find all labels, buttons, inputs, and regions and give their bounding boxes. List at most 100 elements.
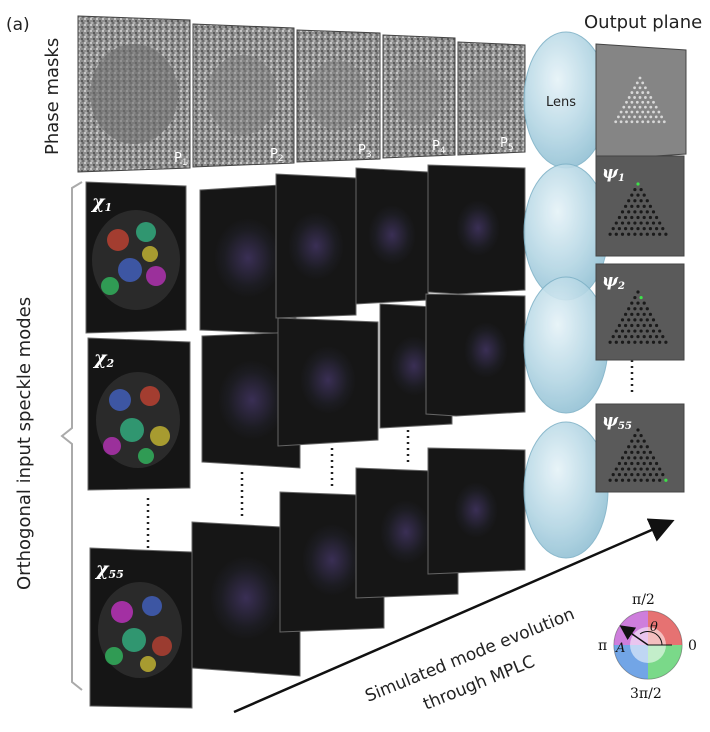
output-spot xyxy=(636,301,640,305)
output-spot xyxy=(664,232,668,236)
output-spot xyxy=(662,120,666,124)
mask-label-p4: P4 xyxy=(432,139,446,156)
output-spot xyxy=(635,81,639,85)
output-spot xyxy=(641,100,645,104)
output-label-55: ψ55 xyxy=(602,411,632,432)
panel-label: (a) xyxy=(6,15,30,35)
output-spot xyxy=(638,86,642,90)
output-spot xyxy=(620,456,625,460)
output-spot xyxy=(658,329,662,333)
output-spot xyxy=(652,120,655,124)
output-plane-1: ψ1 xyxy=(595,155,685,257)
output-spot xyxy=(617,473,622,477)
output-spot xyxy=(630,91,634,94)
output-spot xyxy=(651,221,656,225)
output-spot xyxy=(630,204,634,208)
output-spot xyxy=(649,115,653,119)
output-spot xyxy=(636,335,640,339)
mask-label-p1: P1 xyxy=(174,151,188,168)
output-spot xyxy=(642,193,646,197)
wheel-theta-symbol: θ xyxy=(650,620,658,635)
evolution-arrow xyxy=(233,518,675,714)
output-spot xyxy=(633,295,637,300)
output-spot xyxy=(655,335,659,339)
output-spot xyxy=(641,110,645,114)
wheel-label-left: π xyxy=(598,638,607,654)
output-spot xyxy=(661,227,665,231)
output-spot xyxy=(633,467,637,471)
output-spot xyxy=(648,461,653,466)
output-spot-grid xyxy=(614,76,666,124)
output-spot xyxy=(641,91,645,94)
output-spot xyxy=(636,182,640,186)
output-spot xyxy=(648,215,653,220)
output-spot xyxy=(620,318,625,322)
output-spot xyxy=(649,105,653,109)
output-label-1: ψ1 xyxy=(602,163,625,184)
input-mode-label-1: χ1 xyxy=(90,191,112,214)
wheel-label-bottom: 3π/2 xyxy=(630,686,662,702)
phase-masks-label: Phase masks xyxy=(42,38,63,155)
output-spot xyxy=(636,227,640,231)
output-spot xyxy=(627,210,631,214)
output-spot xyxy=(614,467,618,471)
output-spot xyxy=(635,91,639,94)
output-spot xyxy=(630,335,634,339)
wheel-label-right: 0 xyxy=(688,638,697,654)
output-spot xyxy=(638,105,642,109)
output-spot xyxy=(642,323,646,328)
output-spot xyxy=(630,461,634,466)
output-spot xyxy=(645,221,649,225)
output-spot xyxy=(651,210,656,214)
output-spot xyxy=(633,433,637,438)
output-spot xyxy=(648,335,653,339)
output-plane-top xyxy=(595,43,687,161)
output-spot xyxy=(630,215,634,220)
output-spot xyxy=(625,110,628,114)
output-spot xyxy=(617,215,622,220)
output-spot xyxy=(617,461,622,466)
output-spot xyxy=(619,120,623,124)
output-spot xyxy=(636,473,640,477)
output-spot xyxy=(655,473,659,477)
output-spot xyxy=(644,96,647,99)
output-spot xyxy=(633,445,637,449)
output-spot xyxy=(620,232,625,236)
output-spot xyxy=(651,467,656,471)
lens-row-3 xyxy=(523,421,609,559)
output-spot xyxy=(633,478,637,482)
output-spot xyxy=(652,100,655,104)
output-spot xyxy=(630,100,634,104)
output-spot xyxy=(651,456,656,460)
output-spot xyxy=(630,312,634,316)
output-spot xyxy=(648,312,653,316)
output-spot xyxy=(636,461,640,466)
output-spot xyxy=(639,445,643,449)
output-spot xyxy=(639,307,643,311)
mask-label-p2: P2 xyxy=(270,147,284,164)
output-spot xyxy=(635,120,639,124)
output-spot xyxy=(658,467,662,471)
output-spot xyxy=(633,199,637,203)
output-spot xyxy=(614,478,618,482)
output-spot xyxy=(636,204,640,208)
lens-column: Lens xyxy=(523,31,609,559)
modes-bracket xyxy=(60,181,83,691)
output-spot xyxy=(655,323,659,328)
output-spot xyxy=(627,115,631,119)
output-spot xyxy=(633,96,636,99)
output-spot xyxy=(624,227,628,231)
output-spot xyxy=(642,450,646,454)
output-spot xyxy=(627,340,631,344)
phase-mask-3: P3 xyxy=(296,29,381,163)
output-spot xyxy=(639,467,643,471)
output-spot xyxy=(639,329,643,333)
output-spot xyxy=(627,96,631,99)
output-spot xyxy=(645,210,649,214)
output-spot xyxy=(614,120,618,124)
output-spot xyxy=(654,105,658,109)
output-spot xyxy=(630,473,634,477)
output-spot xyxy=(645,307,649,311)
output-spot xyxy=(639,187,643,192)
output-spot xyxy=(624,215,628,220)
